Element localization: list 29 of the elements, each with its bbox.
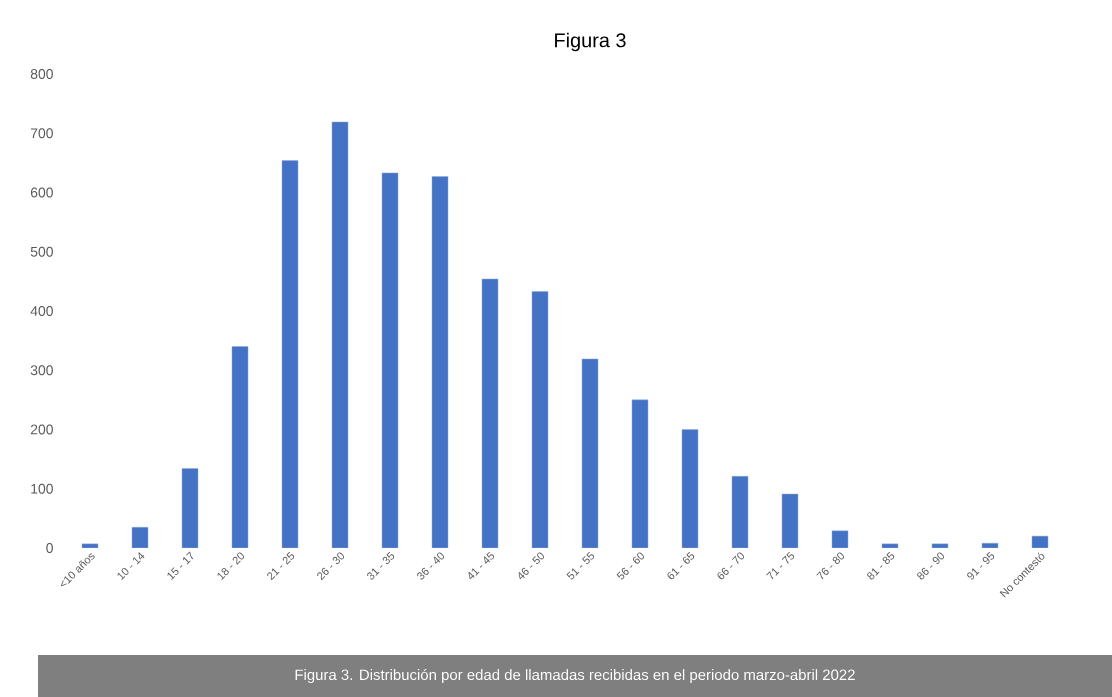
- x-tick-label: 56 - 60: [616, 552, 645, 580]
- y-tick-label: 700: [30, 128, 53, 139]
- y-tick-label: 300: [30, 365, 53, 376]
- x-tick-label: 21 - 25: [267, 551, 295, 581]
- x-tick-label: 86 - 90: [917, 552, 945, 580]
- x-tick-label: 51 - 55: [566, 551, 595, 580]
- x-tick-label: 76 - 80: [816, 552, 845, 580]
- x-tick-label: 46 - 50: [518, 552, 545, 580]
- y-tick-label: 100: [31, 483, 53, 494]
- x-tick-label: 26 - 30: [317, 552, 345, 581]
- y-tick-label: 800: [30, 69, 53, 79]
- x-tick-label: 18 - 20: [217, 552, 245, 581]
- x-tick-label: 91 - 95: [967, 551, 995, 580]
- chart-title: Figura 3: [555, 32, 626, 52]
- x-tick-label: 15 - 17: [167, 551, 194, 580]
- x-tick-label: 36 - 40: [417, 552, 445, 580]
- y-tick-label: 0: [46, 543, 53, 553]
- x-tick-label: 71 - 75: [766, 551, 795, 580]
- x-tick-label: 66 - 70: [717, 552, 745, 580]
- x-tick-label: 81 - 85: [867, 551, 895, 580]
- y-tick-label: 600: [30, 187, 53, 198]
- x-tick-label: 10 - 14: [117, 552, 145, 581]
- text: Figura 3. Distribución por edad de llamadas recibidas en el periodo marzo-abril 2022: [295, 668, 855, 684]
- y-tick-label: 500: [30, 246, 53, 257]
- x-tick-label: 61 - 65: [667, 551, 695, 580]
- y-tick-label: 400: [30, 306, 53, 316]
- y-tick-label: 200: [30, 424, 53, 435]
- x-tick-label: 31 - 35: [367, 551, 395, 580]
- x-tick-label: 41 - 45: [468, 551, 495, 580]
